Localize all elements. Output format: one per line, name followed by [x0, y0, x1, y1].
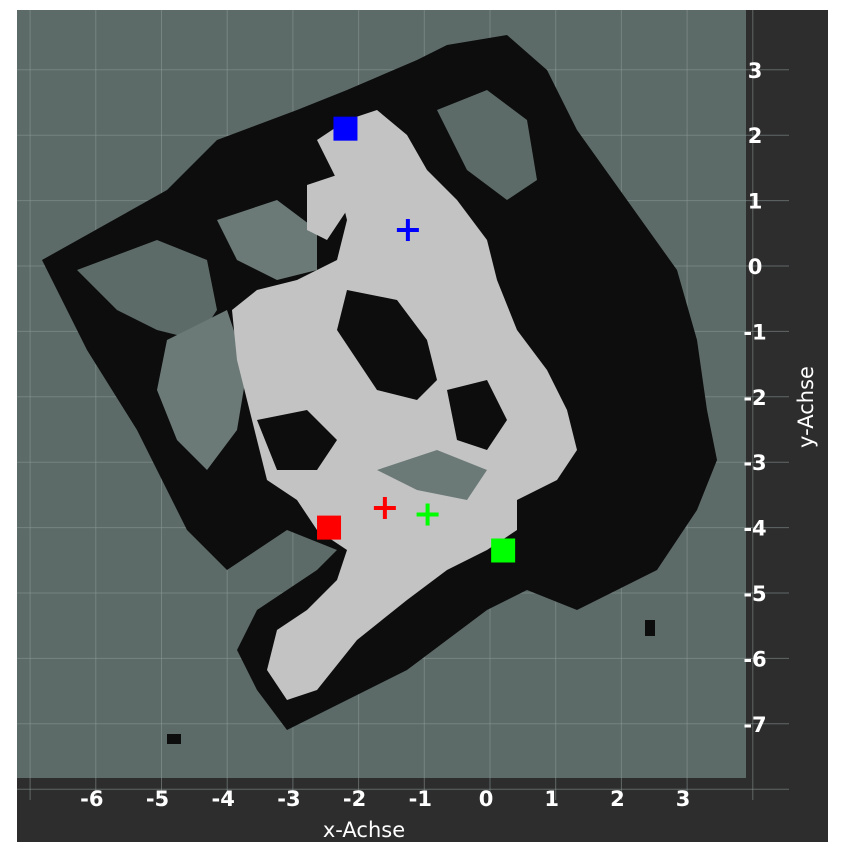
- y-tick-label: 2: [748, 124, 763, 148]
- x-tick-label: 2: [610, 787, 625, 811]
- x-tick-labels: -6 -5 -4 -3 -2 -1 0 1 2 3: [80, 787, 690, 811]
- pose-cross-marker: [396, 219, 419, 242]
- occupancy-map[interactable]: -6 -5 -4 -3 -2 -1 0 1 2 3 3 2 1 0 -1 -2 -3 -4 -5 -6 -7 x-Ac…: [17, 10, 828, 842]
- pose-square-marker: [317, 515, 342, 540]
- map-regions: [42, 35, 717, 744]
- x-tick-label: -4: [212, 787, 235, 811]
- occupied-region: [447, 380, 507, 450]
- y-tick-label: 0: [748, 255, 763, 279]
- y-tick-label: -4: [743, 517, 766, 541]
- pose-cross-marker: [373, 496, 396, 519]
- occupied-region: [257, 410, 337, 470]
- x-tick-label: 0: [479, 787, 494, 811]
- free-region: [232, 110, 577, 700]
- unknown-pocket: [377, 450, 487, 500]
- unknown-pocket: [437, 90, 537, 200]
- unknown-pocket: [157, 310, 247, 470]
- x-tick-label: -2: [343, 787, 366, 811]
- y-tick-label: -5: [743, 582, 766, 606]
- pose-markers: [317, 116, 516, 563]
- unknown-pocket: [217, 200, 317, 280]
- unknown-pocket: [77, 240, 217, 340]
- y-tick-label: 1: [748, 190, 763, 214]
- y-axis-label: y-Achse: [794, 366, 818, 448]
- x-tick-label: 3: [676, 787, 691, 811]
- y-tick-labels: 3 2 1 0 -1 -2 -3 -4 -5 -6 -7: [743, 59, 766, 737]
- x-tick-label: 1: [544, 787, 559, 811]
- occupied-region: [645, 620, 655, 636]
- x-axis-label: x-Achse: [323, 818, 405, 842]
- free-region: [307, 175, 347, 240]
- y-tick-label: -7: [743, 713, 766, 737]
- occupied-region: [167, 734, 181, 744]
- occupied-region: [337, 290, 437, 400]
- y-tick-label: 3: [748, 59, 763, 83]
- y-tick-label: -3: [743, 451, 766, 475]
- map-viewport[interactable]: -6 -5 -4 -3 -2 -1 0 1 2 3 3 2 1 0 -1 -2 -3 -4 -5 -6 -7 x-Ac…: [17, 10, 828, 842]
- y-tick-label: -1: [743, 320, 766, 344]
- y-tick-label: -6: [743, 647, 766, 671]
- x-tick-label: -6: [80, 787, 103, 811]
- x-tick-label: -1: [409, 787, 432, 811]
- x-tick-label: -3: [277, 787, 300, 811]
- pose-square-marker: [333, 116, 358, 141]
- pose-square-marker: [491, 538, 516, 563]
- x-tick-label: -5: [146, 787, 169, 811]
- y-tick-label: -2: [743, 386, 766, 410]
- pose-cross-marker: [416, 503, 439, 526]
